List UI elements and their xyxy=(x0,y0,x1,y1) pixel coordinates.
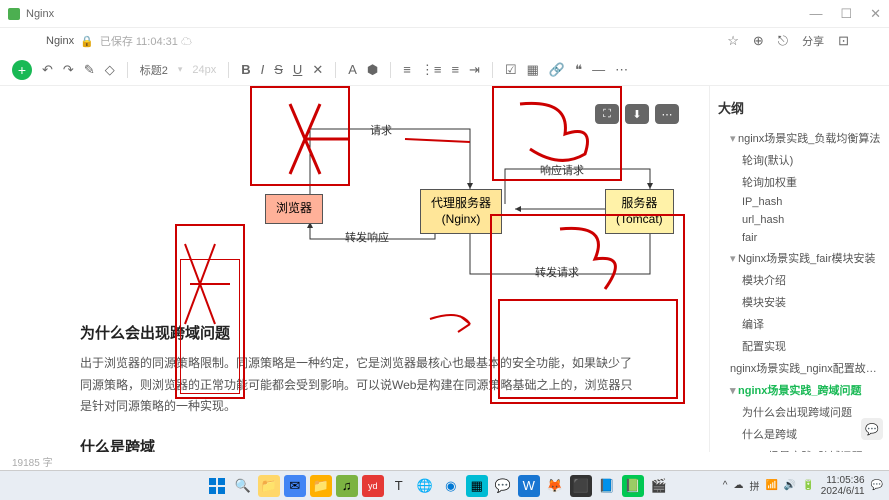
align-button[interactable]: ≡ xyxy=(403,62,411,77)
outline-item[interactable]: 什么是跨域 xyxy=(718,423,881,445)
annotation-box-b xyxy=(492,86,622,181)
notification-icon[interactable]: 💬 xyxy=(871,480,883,491)
outline-panel: 大纲 ▾nginx场景实践_负载均衡算法轮询(默认)轮询加权重IP_hashur… xyxy=(709,86,889,470)
window-titlebar: Nginx — ☐ ✕ xyxy=(0,0,889,28)
minimize-button[interactable]: — xyxy=(809,6,822,22)
taskbar-clock[interactable]: 11:05:36 2024/6/11 xyxy=(821,475,865,497)
outline-item[interactable]: IP_hash xyxy=(718,193,881,211)
document-tab[interactable]: Nginx xyxy=(40,35,80,47)
add-button[interactable]: + xyxy=(12,60,32,80)
italic-button[interactable]: I xyxy=(261,62,265,77)
app-icon-13[interactable]: 🎬 xyxy=(648,475,670,497)
brush-icon[interactable]: ✎ xyxy=(84,62,95,78)
quote-button[interactable]: ❝ xyxy=(575,62,582,78)
edge-icon[interactable]: ◉ xyxy=(440,475,462,497)
window-title: Nginx xyxy=(26,8,54,20)
expand-icon[interactable]: ⊡ xyxy=(838,33,849,49)
app-icon-10[interactable]: ⬛ xyxy=(570,475,592,497)
app-icon-12[interactable]: 📗 xyxy=(622,475,644,497)
more-button[interactable]: ⋯ xyxy=(615,62,628,78)
indent-button[interactable]: ⇥ xyxy=(469,62,480,78)
save-status: 已保存 11:04:31 ☁ xyxy=(100,33,192,49)
app-icon-2[interactable]: 📁 xyxy=(310,475,332,497)
fontsize-select[interactable]: 24px xyxy=(192,64,216,76)
document-tabbar: Nginx 🔒 已保存 11:04:31 ☁ ☆ ⊕ ⎋ 分享 ⊡ xyxy=(0,28,889,54)
app-icon-8[interactable]: W xyxy=(518,475,540,497)
start-button[interactable] xyxy=(206,475,228,497)
search-icon[interactable]: 🔍 xyxy=(232,475,254,497)
explorer-icon[interactable]: 📁 xyxy=(258,475,280,497)
bold-button[interactable]: B xyxy=(241,62,250,77)
app-icon-3[interactable]: ♫ xyxy=(336,475,358,497)
annotation-box-a xyxy=(250,86,350,186)
number-list-button[interactable]: ≡ xyxy=(451,62,459,77)
outline-item[interactable]: fair xyxy=(718,229,881,247)
tray-arrow[interactable]: ^ xyxy=(723,480,728,491)
close-button[interactable]: ✕ xyxy=(870,6,881,22)
app-icon-7[interactable]: 💬 xyxy=(492,475,514,497)
app-icon-9[interactable]: 🦊 xyxy=(544,475,566,497)
outline-item[interactable]: ▾nginx场景实践_跨域问题 xyxy=(718,379,881,401)
chrome-icon[interactable]: 🌐 xyxy=(414,475,436,497)
add-user-icon[interactable]: ⊕ xyxy=(753,33,764,49)
maximize-button[interactable]: ☐ xyxy=(840,6,852,22)
app-icon xyxy=(8,8,20,20)
browser-node: 浏览器 xyxy=(265,194,323,224)
share-button[interactable]: 分享 xyxy=(802,33,824,49)
star-icon[interactable]: ☆ xyxy=(727,33,739,49)
tray-volume-icon[interactable]: 🔊 xyxy=(784,480,796,491)
bullet-list-button[interactable]: ⋮≡ xyxy=(421,62,442,78)
label-request: 请求 xyxy=(370,122,392,138)
outline-item[interactable]: 编译 xyxy=(718,313,881,335)
text-color-button[interactable]: A xyxy=(348,62,357,77)
outline-item[interactable]: ▾nginx场景实践_负载均衡算法 xyxy=(718,127,881,149)
undo-button[interactable]: ↶ xyxy=(42,62,53,78)
heading-select[interactable]: 标题2 xyxy=(140,62,168,78)
tray-lang[interactable]: 拼 xyxy=(749,478,759,493)
app-icon-1[interactable]: ✉ xyxy=(284,475,306,497)
windows-taskbar: 🔍 📁 ✉ 📁 ♫ yd T 🌐 ◉ ▦ 💬 W 🦊 ⬛ 📘 📗 🎬 ^ ☁ 拼… xyxy=(0,470,889,500)
eraser-icon[interactable]: ◇ xyxy=(105,62,115,78)
lock-icon: 🔒 xyxy=(80,35,94,48)
history-icon[interactable]: ⎋ xyxy=(778,33,788,49)
app-icon-6[interactable]: ▦ xyxy=(466,475,488,497)
highlight-button[interactable]: ⬢ xyxy=(367,62,378,78)
tray-cloud-icon[interactable]: ☁ xyxy=(733,480,743,491)
tray-wifi-icon[interactable]: 📶 xyxy=(765,480,777,491)
app-icon-5[interactable]: T xyxy=(388,475,410,497)
app-icon-11[interactable]: 📘 xyxy=(596,475,618,497)
outline-item[interactable]: 模块介绍 xyxy=(718,269,881,291)
outline-item[interactable]: 为什么会出现跨域问题 xyxy=(718,401,881,423)
outline-title: 大纲 xyxy=(718,98,881,117)
annotation-box-d-inner xyxy=(180,259,240,394)
outline-item[interactable]: 轮询加权重 xyxy=(718,171,881,193)
tray-battery-icon[interactable]: 🔋 xyxy=(802,480,814,491)
app-icon-4[interactable]: yd xyxy=(362,475,384,497)
annotation-box-c-inner xyxy=(498,299,678,399)
outline-item[interactable]: 轮询(默认) xyxy=(718,149,881,171)
outline-item[interactable]: url_hash xyxy=(718,211,881,229)
divider-button[interactable]: — xyxy=(592,62,605,77)
outline-item[interactable]: 配置实现 xyxy=(718,335,881,357)
outline-item[interactable]: 模块安装 xyxy=(718,291,881,313)
code-button[interactable]: ✕ xyxy=(312,62,323,78)
char-count: 19185 字 xyxy=(12,454,53,469)
redo-button[interactable]: ↷ xyxy=(63,62,74,78)
proxy-diagram: 浏览器 代理服务器(Nginx) 服务器(Tomcat) 请求 响应请求 转发响… xyxy=(40,94,679,304)
feedback-button[interactable]: 💬 xyxy=(861,418,883,440)
image-button[interactable]: ▦ xyxy=(527,62,539,78)
outline-item[interactable]: ▾Nginx场景实践_fair模块安装 xyxy=(718,247,881,269)
strike-button[interactable]: S xyxy=(274,62,283,77)
editor-canvas[interactable]: ⛶ ⬇ ⋯ 浏览器 xyxy=(0,86,709,470)
editor-toolbar: + ↶ ↷ ✎ ◇ 标题2 ▾ 24px B I S U ✕ A ⬢ ≡ ⋮≡ … xyxy=(0,54,889,86)
link-button[interactable]: 🔗 xyxy=(549,62,565,78)
label-fwd-resp: 转发响应 xyxy=(345,229,389,245)
underline-button[interactable]: U xyxy=(293,62,302,77)
task-button[interactable]: ☑ xyxy=(505,62,517,78)
status-bar: 19185 字 xyxy=(0,452,889,470)
outline-item[interactable]: nginx场景实践_nginx配置故障转移 xyxy=(718,357,881,379)
